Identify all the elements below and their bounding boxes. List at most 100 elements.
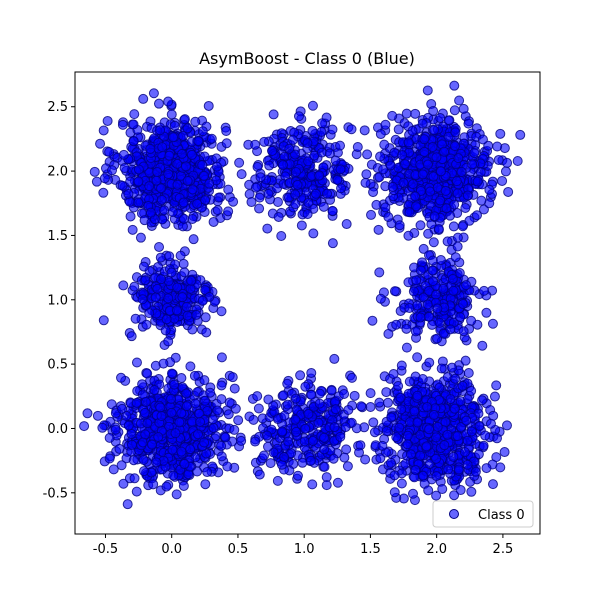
data-point xyxy=(193,135,204,146)
data-point xyxy=(327,238,338,249)
data-point xyxy=(310,188,321,199)
data-point xyxy=(290,393,301,404)
data-point xyxy=(362,149,373,160)
data-point xyxy=(153,431,164,442)
data-point xyxy=(117,119,128,130)
data-point xyxy=(166,368,177,379)
data-point xyxy=(138,93,149,104)
data-point xyxy=(277,160,288,171)
data-point xyxy=(99,173,110,184)
data-point xyxy=(366,209,377,220)
data-point xyxy=(228,196,239,207)
data-point xyxy=(445,324,456,335)
data-point xyxy=(263,441,274,452)
data-point xyxy=(161,481,172,492)
data-point xyxy=(261,430,272,441)
data-point xyxy=(489,391,500,402)
data-point xyxy=(179,114,190,125)
x-tick-label: 2.0 xyxy=(426,542,447,557)
data-point xyxy=(479,285,490,296)
data-point xyxy=(415,312,426,323)
data-point xyxy=(118,149,129,160)
data-point xyxy=(222,461,233,472)
x-tick-label: 1.0 xyxy=(294,542,315,557)
data-point xyxy=(501,420,512,431)
data-point xyxy=(156,194,167,205)
data-point xyxy=(332,174,343,185)
data-point xyxy=(335,140,346,151)
data-point xyxy=(417,257,428,268)
data-point xyxy=(128,455,139,466)
data-point xyxy=(163,169,174,180)
data-point xyxy=(446,362,457,373)
data-point xyxy=(223,409,234,420)
data-point xyxy=(495,128,506,139)
data-point xyxy=(127,224,138,235)
data-point xyxy=(168,132,179,143)
data-point xyxy=(140,397,151,408)
data-point xyxy=(290,166,301,177)
data-point xyxy=(182,310,193,321)
data-point xyxy=(160,325,171,336)
data-point xyxy=(481,463,492,474)
data-point xyxy=(477,395,488,406)
data-point xyxy=(404,302,415,313)
data-point xyxy=(216,394,227,405)
data-point xyxy=(356,401,367,412)
data-point xyxy=(383,328,394,339)
data-point xyxy=(104,453,115,464)
data-point xyxy=(328,453,339,464)
data-point xyxy=(387,110,398,121)
data-point xyxy=(424,311,435,322)
data-point xyxy=(435,166,446,177)
data-point xyxy=(191,309,202,320)
data-point xyxy=(487,318,498,329)
data-point xyxy=(404,376,415,387)
data-point xyxy=(449,141,460,152)
data-point xyxy=(367,315,378,326)
data-point xyxy=(417,169,428,180)
data-point xyxy=(452,188,463,199)
data-point xyxy=(172,158,183,169)
data-point xyxy=(176,373,187,384)
data-point xyxy=(212,405,223,416)
data-point xyxy=(457,380,468,391)
data-point xyxy=(166,109,177,120)
data-point xyxy=(153,98,164,109)
data-point xyxy=(227,372,238,383)
data-point xyxy=(450,373,461,384)
data-point xyxy=(466,385,477,396)
data-point xyxy=(443,464,454,475)
data-point xyxy=(428,237,439,248)
data-point xyxy=(424,424,435,435)
data-point xyxy=(341,219,352,230)
data-point xyxy=(481,307,492,318)
legend: Class 0 xyxy=(432,500,534,528)
data-point xyxy=(452,232,463,243)
data-point xyxy=(452,431,463,442)
data-point xyxy=(224,397,235,408)
data-point xyxy=(102,115,113,126)
x-tick-label: 0.5 xyxy=(228,542,249,557)
data-point xyxy=(180,161,191,172)
data-point xyxy=(179,458,190,469)
data-point xyxy=(487,479,498,490)
data-point xyxy=(199,375,210,386)
data-point xyxy=(179,213,190,224)
data-point xyxy=(403,230,414,241)
data-point xyxy=(448,451,459,462)
data-point xyxy=(148,479,159,490)
data-point xyxy=(128,119,139,130)
data-point xyxy=(454,95,465,106)
data-point xyxy=(123,420,134,431)
data-point xyxy=(417,118,428,129)
data-point xyxy=(181,302,192,312)
data-point xyxy=(415,220,426,231)
data-point xyxy=(98,125,109,136)
data-point xyxy=(462,459,473,470)
data-point xyxy=(117,180,128,191)
data-point xyxy=(442,236,453,247)
data-point xyxy=(373,224,384,235)
data-point xyxy=(131,357,142,368)
